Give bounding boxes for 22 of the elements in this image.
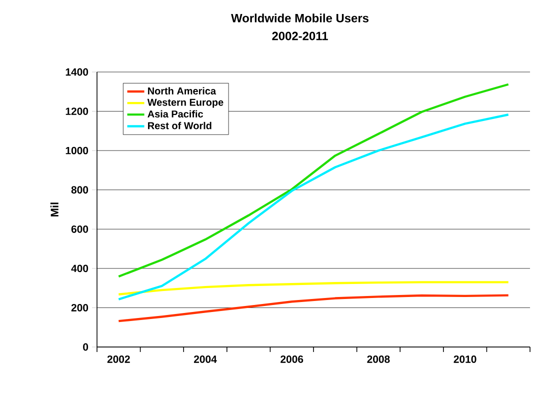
x-tick-label: 2008 <box>367 356 390 363</box>
chart-title: Worldwide Mobile Users <box>231 14 368 22</box>
x-tick-label: 2002 <box>107 356 130 363</box>
x-tick-label: 2004 <box>194 356 217 363</box>
legend-label: Rest of World <box>148 122 212 130</box>
y-tick-label: 800 <box>71 186 88 194</box>
line-series <box>118 83 510 278</box>
line-series <box>118 294 510 322</box>
y-axis-title: Mil <box>50 202 58 216</box>
x-tick-label: 2006 <box>280 356 304 363</box>
y-tick-label: 0 <box>83 343 88 351</box>
y-tick-label: 1400 <box>66 68 88 76</box>
legend-label: Asia Pacific <box>148 110 204 118</box>
y-tick-label: 1200 <box>66 108 88 115</box>
y-tick-label: 400 <box>71 264 88 272</box>
y-tick-label: 600 <box>71 225 88 233</box>
y-tick-label: 200 <box>71 304 88 312</box>
y-tick-label: 1000 <box>66 146 88 154</box>
x-tick-label: 2010 <box>454 356 476 363</box>
chart-subtitle: 2002-2011 <box>272 32 328 40</box>
legend-label: North America <box>148 87 216 94</box>
legend-label: Western Europe <box>147 98 224 108</box>
